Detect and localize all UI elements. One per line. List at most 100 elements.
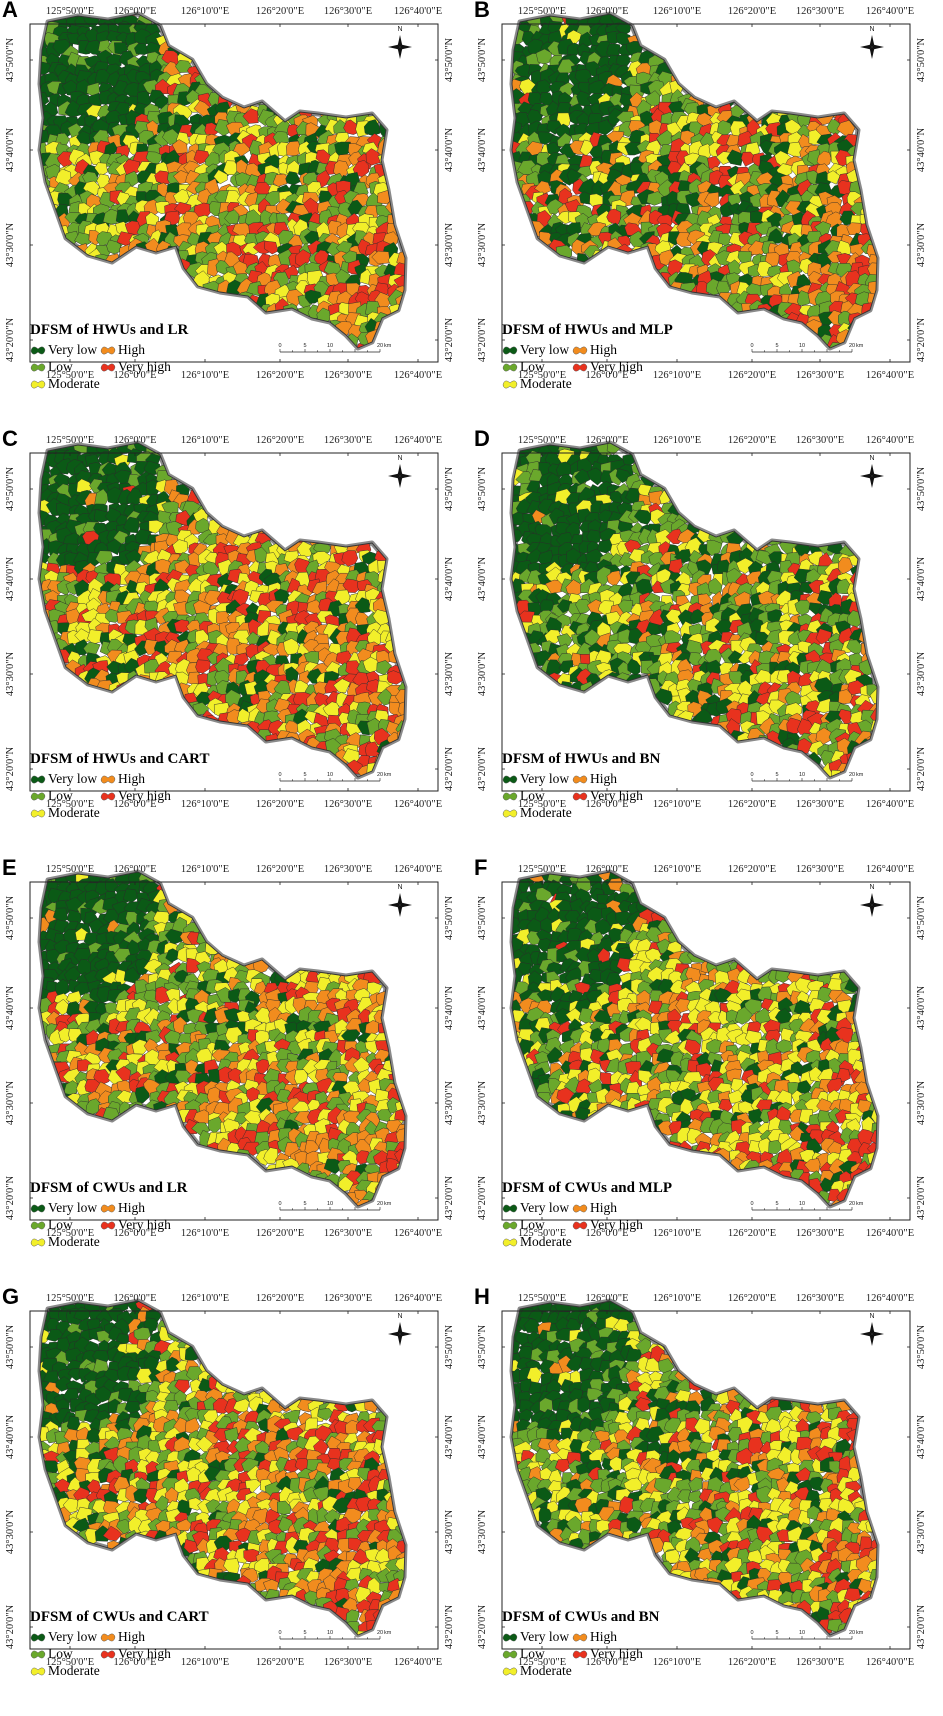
longitude-tick-label-top: 126°40'0"E <box>394 6 442 17</box>
subunit-cell <box>868 254 877 270</box>
legend-title: DFSM of HWUs and BN <box>502 751 661 767</box>
legend-swatch-icon <box>572 775 588 783</box>
longitude-tick-label-bottom: 126°0'0"E <box>585 799 628 810</box>
subunit-cell <box>54 978 70 997</box>
latitude-tick-label-right: 43°20'0"N <box>444 317 455 362</box>
scale-bar-label: 10 <box>327 343 333 349</box>
subunit-cell <box>195 659 211 674</box>
longitude-tick-label-bottom: 126°30'0"E <box>324 1228 372 1239</box>
legend-label: Very low <box>520 771 570 786</box>
north-arrow-icon: N <box>860 26 884 59</box>
legend-swatch-icon <box>100 775 116 783</box>
longitude-tick-label-bottom: 126°0'0"E <box>585 370 628 381</box>
legend-item-vlow: Very low <box>30 342 100 358</box>
longitude-tick-label-top: 126°0'0"E <box>113 864 156 875</box>
latitude-tick-label-left: 43°20'0"N <box>477 746 488 791</box>
north-arrow-icon: N <box>388 884 412 917</box>
watershed-outline <box>39 442 406 778</box>
subunit-cell <box>586 467 605 486</box>
map-panel-b: 125°50'0"E 125°50'0"E 126°0'0"E 126°0'0"E 12… <box>472 0 943 429</box>
legend-item-high: High <box>100 771 220 787</box>
legend-item-mod: Moderate <box>30 376 100 392</box>
longitude-tick-label-bottom: 125°50'0"E <box>46 370 94 381</box>
map-panel-a: 125°50'0"E 125°50'0"E 126°0'0"E 126°0'0"E 12… <box>0 0 471 429</box>
subunit-cell <box>754 669 772 684</box>
longitude-tick-label-top: 126°20'0"E <box>256 435 304 446</box>
north-label: N <box>397 26 402 33</box>
longitude-tick-label-top: 126°30'0"E <box>324 864 372 875</box>
latitude-tick-label-right: 43°30'0"N <box>916 222 927 267</box>
legend-label: Moderate <box>520 805 572 820</box>
longitude-tick-label-top: 125°50'0"E <box>46 435 94 446</box>
panel-letter: D <box>474 426 490 451</box>
subunit-cell <box>609 490 623 507</box>
legend-label: Low <box>520 359 545 374</box>
legend-swatch-icon <box>30 1221 46 1229</box>
subunit-cell <box>867 262 877 276</box>
subunit-cell <box>164 928 183 946</box>
legend-item-low: Low <box>502 359 572 375</box>
scale-bar-label: 0 <box>278 772 281 778</box>
legend-label: Moderate <box>48 376 100 391</box>
longitude-tick-label-top: 126°40'0"E <box>394 435 442 446</box>
longitude-tick-label-bottom: 126°20'0"E <box>256 799 304 810</box>
longitude-tick-label-top: 126°10'0"E <box>181 6 229 17</box>
legend-item-low: Low <box>502 788 572 804</box>
legend-swatch-icon <box>572 792 588 800</box>
subunit-cell <box>341 550 359 567</box>
longitude-tick-label-bottom: 126°10'0"E <box>181 799 229 810</box>
scale-bar-label: 0 <box>750 343 753 349</box>
legend-label: High <box>118 771 145 786</box>
legend-swatch-icon <box>502 380 518 388</box>
susceptibility-map: 125°50'0"E125°50'0"E126°0'0"E126°0'0"E12… <box>5 6 455 381</box>
subunit-cell <box>76 130 92 148</box>
legend-item-vhigh: Very high <box>100 1217 220 1233</box>
map-panel-f: 125°50'0"E 125°50'0"E 126°0'0"E 126°0'0"E 12… <box>472 855 943 1287</box>
latitude-tick-label-right: 43°30'0"N <box>444 222 455 267</box>
subunit-cell <box>556 599 573 614</box>
scale-bar-label: 10 <box>327 1201 333 1207</box>
scale-bar-label: 20 <box>849 772 855 778</box>
legend-swatch-icon <box>502 775 518 783</box>
longitude-tick-label-bottom: 125°50'0"E <box>518 370 566 381</box>
latitude-tick-label-right: 43°50'0"N <box>444 466 455 511</box>
subunit-cell <box>365 148 382 166</box>
latitude-tick-label-left: 43°20'0"N <box>5 317 16 362</box>
subunit-cell <box>185 957 201 974</box>
longitude-tick-label-bottom: 125°50'0"E <box>46 799 94 810</box>
legend-swatch-icon <box>30 809 46 817</box>
subunit-cell <box>827 170 841 185</box>
scale-bar-label: 10 <box>799 772 805 778</box>
legend-item-vlow: Very low <box>30 771 100 787</box>
legend-label: High <box>118 1200 145 1215</box>
legend-swatch-icon <box>30 792 46 800</box>
latitude-tick-label-right: 43°50'0"N <box>444 37 455 82</box>
latitude-tick-label-left: 43°50'0"N <box>477 895 488 940</box>
subunit-cell <box>544 629 562 644</box>
legend-swatch-icon <box>502 792 518 800</box>
subunit-cell <box>233 142 252 157</box>
legend-label: Very high <box>590 788 643 803</box>
legend-label: Low <box>520 788 545 803</box>
legend-swatch-icon <box>502 346 518 354</box>
map-panel-d: 125°50'0"E 125°50'0"E 126°0'0"E 126°0'0"E 12… <box>472 426 943 858</box>
longitude-tick-label-bottom: 126°40'0"E <box>866 1228 914 1239</box>
subunit-cell <box>233 652 249 666</box>
scale-bar-label: 0 <box>278 343 281 349</box>
latitude-tick-label-right: 43°30'0"N <box>444 651 455 696</box>
scale-bar: 0 5 10 20 km <box>750 343 864 353</box>
subunit-cell <box>106 239 122 255</box>
legend-swatch-icon <box>100 792 116 800</box>
subunit-cell <box>123 967 141 984</box>
longitude-tick-label-top: 126°0'0"E <box>113 435 156 446</box>
legend-item-mod: Moderate <box>30 1234 100 1250</box>
longitude-tick-label-top: 125°50'0"E <box>518 435 566 446</box>
legend-item-low: Low <box>30 1217 100 1233</box>
legend-label: Low <box>48 1217 73 1232</box>
scale-bar-unit: km <box>856 772 864 778</box>
subunit-cell <box>122 516 140 534</box>
susceptibility-map: 125°50'0"E125°50'0"E126°0'0"E126°0'0"E12… <box>477 435 927 810</box>
subunit-cell <box>815 698 833 714</box>
subunit-cell <box>122 159 140 176</box>
longitude-tick-label-top: 126°0'0"E <box>585 435 628 446</box>
